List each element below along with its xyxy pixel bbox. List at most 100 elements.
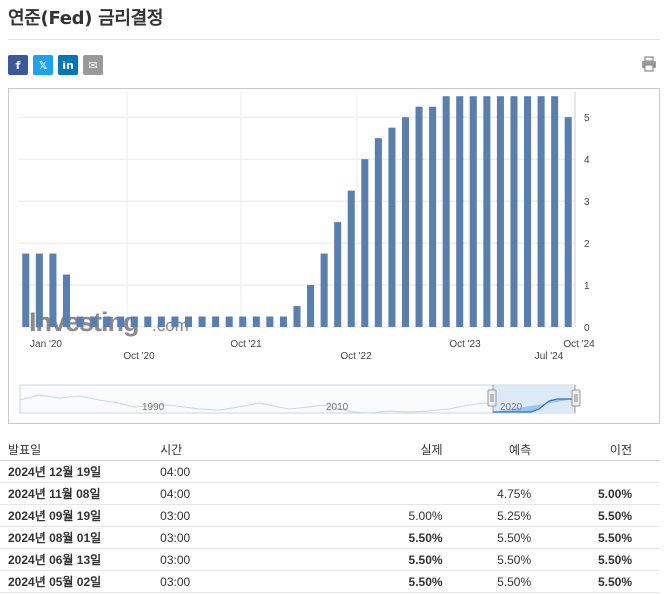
cell-forecast: 5.50% xyxy=(442,526,532,549)
chart-bar[interactable] xyxy=(225,316,233,327)
page-title: 연준(Fed) 금리결정 xyxy=(8,8,164,29)
table-row: 2024년 08월 01일 03:00 5.50% 5.50% 5.50% xyxy=(0,526,660,549)
chart-bar[interactable] xyxy=(252,316,260,327)
linkedin-button[interactable]: in xyxy=(58,55,78,75)
navigator-label-2020: 2020 xyxy=(500,402,523,413)
chart-bar[interactable] xyxy=(537,96,545,327)
header-forecast[interactable]: 예측 xyxy=(442,438,532,461)
cell-previous: 5.00% xyxy=(531,482,660,505)
chart-bar[interactable] xyxy=(157,316,165,327)
header-actual[interactable]: 실제 xyxy=(350,438,443,461)
title-divider xyxy=(8,39,660,40)
header-date[interactable]: 발표일 xyxy=(0,438,161,461)
linkedin-icon: in xyxy=(62,58,74,72)
navigator-label-2010: 2010 xyxy=(326,402,349,413)
chart-bar[interactable] xyxy=(171,316,179,327)
chart-bar[interactable] xyxy=(49,253,57,327)
navigator-left-handle[interactable] xyxy=(487,389,497,407)
chart-bar[interactable] xyxy=(293,306,301,327)
cell-time: 03:00 xyxy=(160,570,351,593)
chart-bar[interactable] xyxy=(483,96,491,327)
y-tick-label: 0 xyxy=(584,323,590,334)
email-icon: ✉ xyxy=(88,58,98,72)
chart-bar[interactable] xyxy=(103,316,111,327)
cell-forecast: 4.75% xyxy=(442,482,532,505)
chart-bar[interactable] xyxy=(212,316,220,327)
chart-bar[interactable] xyxy=(239,316,247,327)
y-axis-labels: 0 1 2 3 4 5 xyxy=(584,113,590,334)
table-row: 2024년 05월 02일 03:00 5.50% 5.50% 5.50% xyxy=(0,570,660,593)
range-navigator[interactable]: 1990 2010 2020 xyxy=(19,384,581,414)
chart-bar[interactable] xyxy=(361,159,369,327)
table-row: 2024년 12월 19일 04:00 xyxy=(0,460,660,483)
chart-bar[interactable] xyxy=(22,253,30,327)
chart-bar[interactable] xyxy=(144,316,152,327)
chart-bar[interactable] xyxy=(442,96,450,327)
cell-forecast: 5.50% xyxy=(442,570,532,593)
chart-bar[interactable] xyxy=(279,316,287,327)
cell-date: 2024년 08월 01일 xyxy=(0,526,161,549)
chart-bar[interactable] xyxy=(401,117,410,328)
x-tick-label: Oct '24 xyxy=(563,339,595,350)
chart-bar[interactable] xyxy=(90,316,98,327)
chart-bar[interactable] xyxy=(307,285,315,327)
x-tick-label: Jul '24 xyxy=(535,351,564,362)
cell-previous xyxy=(531,460,660,483)
header-previous[interactable]: 이전 xyxy=(531,438,660,461)
facebook-button[interactable]: f xyxy=(8,55,28,75)
header-time[interactable]: 시간 xyxy=(160,438,351,461)
chart-bar[interactable] xyxy=(117,316,125,327)
chart-bar[interactable] xyxy=(429,106,437,327)
cell-previous: 5.50% xyxy=(531,526,660,549)
table-row: 2024년 11월 08일 04:00 4.75% 5.00% xyxy=(0,482,660,505)
x-tick-label: Oct '20 xyxy=(123,351,155,362)
print-button[interactable] xyxy=(641,56,657,77)
cell-actual xyxy=(350,482,443,505)
cell-time: 04:00 xyxy=(160,482,351,505)
x-tick-label: Oct '21 xyxy=(230,339,262,350)
chart-bar[interactable] xyxy=(469,96,477,327)
navigator-right-handle[interactable] xyxy=(571,389,581,407)
chart-bar[interactable] xyxy=(564,117,572,328)
chart-bar[interactable] xyxy=(198,316,206,327)
y-tick-label: 4 xyxy=(584,155,590,166)
chart-bar[interactable] xyxy=(415,106,423,327)
chart-bar[interactable] xyxy=(320,253,328,327)
chart-bar[interactable] xyxy=(496,96,504,327)
y-tick-label: 2 xyxy=(584,239,590,250)
cell-date: 2024년 09월 19일 xyxy=(0,504,161,527)
cell-actual: 5.00% xyxy=(350,504,443,527)
cell-time: 04:00 xyxy=(160,460,351,483)
chart-bar[interactable] xyxy=(524,96,532,327)
navigator-label-1990: 1990 xyxy=(142,402,165,413)
chart-bar[interactable] xyxy=(35,253,43,327)
cell-actual: 5.50% xyxy=(350,526,443,549)
chart-bar[interactable] xyxy=(76,316,84,327)
cell-date: 2024년 11월 08일 xyxy=(0,482,161,505)
chart-bar[interactable] xyxy=(456,96,464,327)
cell-actual xyxy=(350,460,443,483)
email-button[interactable]: ✉ xyxy=(83,55,103,75)
x-axis-labels: Jan '20 Oct '20 Oct '21 Oct '22 Oct '23 Jul '… xyxy=(30,339,595,362)
chart-bar[interactable] xyxy=(334,222,342,327)
cell-forecast: 5.25% xyxy=(442,504,532,527)
chart-bar[interactable] xyxy=(388,127,396,327)
chart-bars xyxy=(22,96,572,328)
chart-bar[interactable] xyxy=(347,190,355,327)
x-tick-label: Oct '23 xyxy=(449,339,481,350)
chart-bar[interactable] xyxy=(130,316,138,327)
chart-bar[interactable] xyxy=(374,138,382,327)
chart-bar[interactable] xyxy=(510,96,518,327)
printer-icon xyxy=(642,56,656,72)
cell-previous: 5.50% xyxy=(531,504,660,527)
chart-bar[interactable] xyxy=(551,96,559,327)
chart-bar[interactable] xyxy=(62,274,70,327)
chart-bar[interactable] xyxy=(266,316,274,327)
watermark-domain: .com xyxy=(152,316,189,335)
x-tick-label: Oct '22 xyxy=(340,351,372,362)
x-button[interactable]: 𝕏 xyxy=(33,55,53,75)
cell-forecast: 5.50% xyxy=(442,548,532,571)
share-bar: f 𝕏 in ✉ xyxy=(8,55,103,75)
chart-bar[interactable] xyxy=(184,316,193,327)
